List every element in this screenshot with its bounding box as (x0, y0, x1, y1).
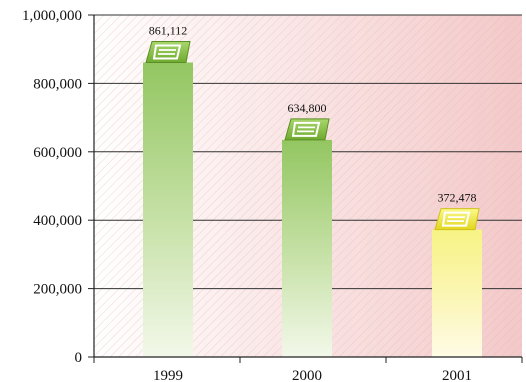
y-tick-label: 600,000 (33, 145, 82, 161)
x-axis-ticks: 1999 2000 2001 (93, 357, 523, 382)
y-tick-label: 400,000 (33, 213, 82, 229)
bar-2000 (282, 139, 332, 357)
x-tick-label: 1999 (153, 368, 183, 382)
tag-icon (145, 40, 191, 63)
y-axis-ticks: 0 200,000 400,000 600,000 800,000 1,000,000 (22, 8, 94, 366)
x-tick-label: 2001 (442, 368, 472, 382)
bar-2001 (432, 229, 482, 357)
data-label: 372,478 (438, 191, 477, 205)
y-tick-label: 1,000,000 (22, 8, 82, 24)
y-tick-label: 800,000 (33, 76, 82, 92)
y-tick-label: 200,000 (33, 282, 82, 298)
data-label: 861,112 (149, 23, 188, 37)
y-tick-label: 0 (75, 350, 83, 366)
tag-icon (434, 208, 480, 231)
bars: 861,112 634,800 372,478 (143, 23, 482, 357)
data-label: 634,800 (288, 101, 327, 115)
bar-1999 (143, 62, 193, 357)
tag-icon (284, 118, 330, 141)
x-tick-label: 2000 (292, 368, 322, 382)
